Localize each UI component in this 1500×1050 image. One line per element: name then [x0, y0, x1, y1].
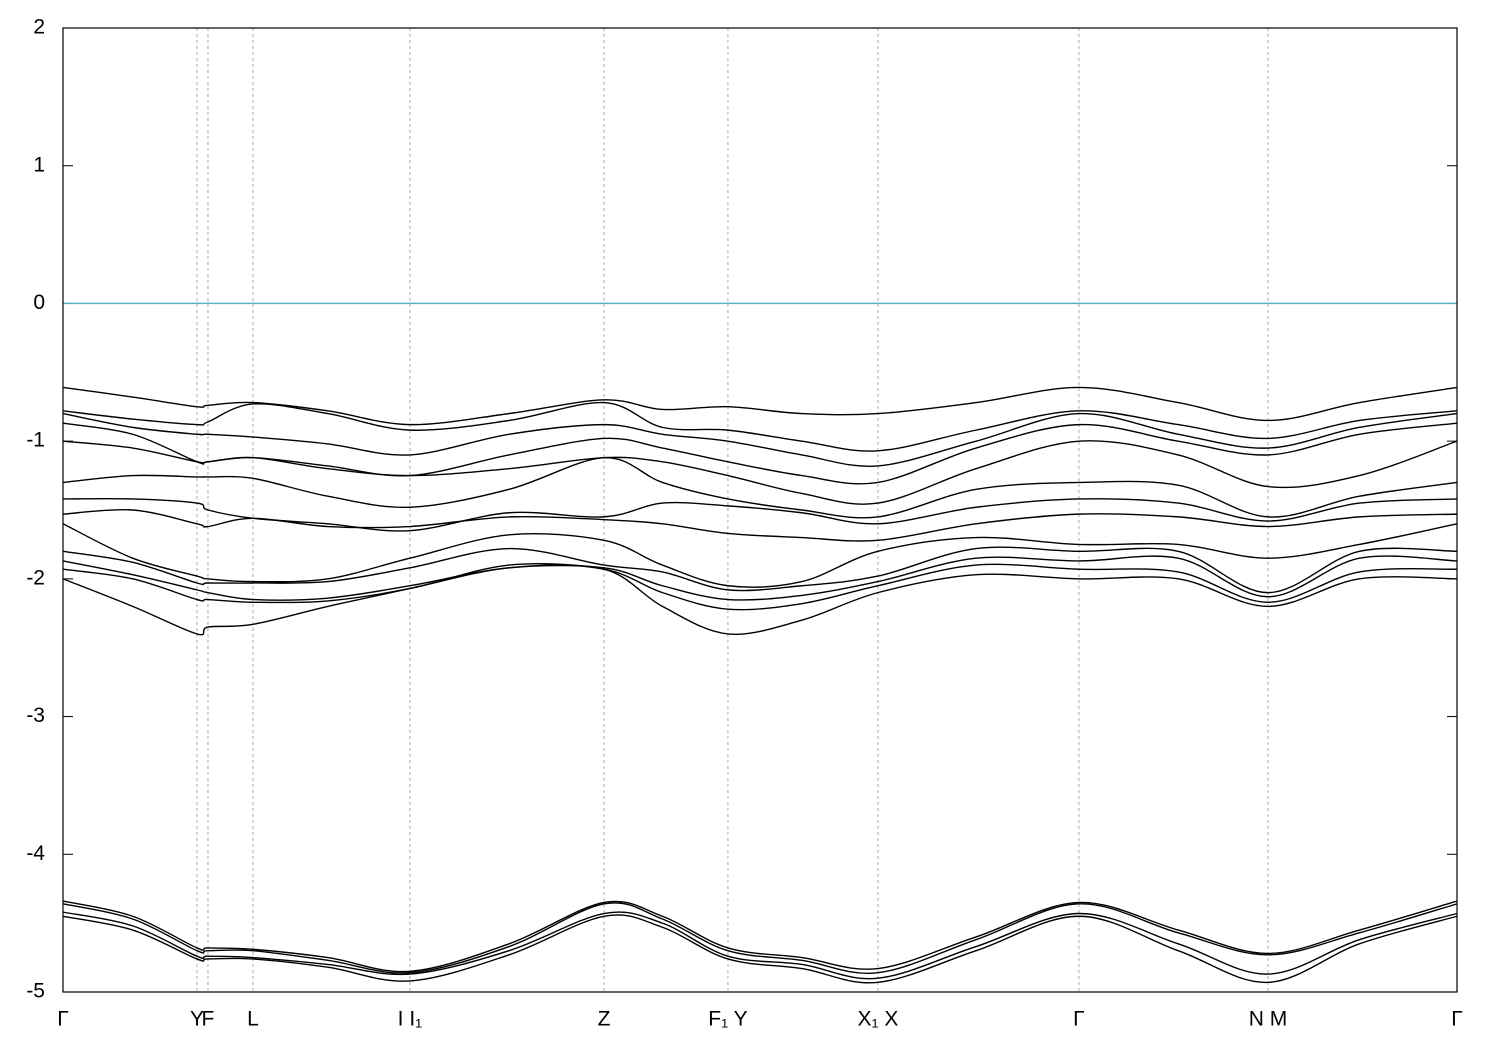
- y-tick-label: 2: [33, 16, 45, 39]
- y-tick-label: -1: [26, 429, 45, 452]
- x-tick-label: N M: [1249, 1008, 1288, 1031]
- band-line: [62, 422, 1458, 485]
- y-tick-label: -3: [26, 704, 45, 727]
- band-line: [62, 456, 1458, 519]
- x-tick-label: X₁ X: [857, 1008, 898, 1031]
- x-tick-label: Y: [190, 1008, 204, 1031]
- y-tick-label: -4: [26, 842, 45, 865]
- band-line: [62, 555, 1458, 601]
- x-tick-label: Γ: [1073, 1008, 1085, 1031]
- band-line: [62, 564, 1458, 636]
- band-line: [62, 523, 1458, 588]
- y-tick-label: -2: [26, 566, 45, 589]
- band-line: [62, 911, 1458, 980]
- band-line: [62, 902, 1458, 975]
- y-tick-label: 1: [33, 153, 45, 176]
- band-line: [62, 386, 1458, 426]
- band-line: [62, 440, 1458, 505]
- band-line: [62, 508, 1458, 542]
- x-tick-label: L: [247, 1008, 259, 1031]
- x-tick-label: Z: [598, 1008, 611, 1031]
- band-line: [62, 401, 1458, 452]
- band-line: [62, 914, 1458, 984]
- band-line: [62, 497, 1458, 532]
- y-tick-label: 0: [33, 291, 45, 314]
- x-tick-label: Γ: [1451, 1008, 1463, 1031]
- band-line: [62, 562, 1458, 611]
- band-line: [62, 900, 1458, 973]
- x-tick-label: Γ: [57, 1008, 69, 1031]
- band-line: [62, 546, 1458, 594]
- band-line: [62, 412, 1458, 467]
- x-tick-label: F₁ Y: [708, 1008, 747, 1031]
- x-tick-label: I I₁: [398, 1008, 423, 1031]
- plot-frame: [62, 27, 1458, 993]
- y-tick-label: -5: [26, 980, 45, 1003]
- x-tick-label: F: [202, 1008, 215, 1031]
